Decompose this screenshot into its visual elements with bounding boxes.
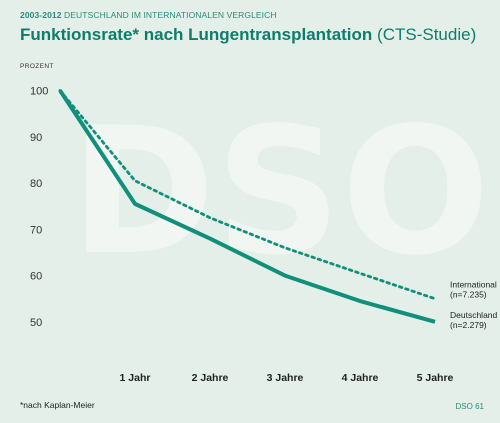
source-label: DSO 61 [455,402,484,411]
x-axis-ticks: 1 Jahr 2 Jahre 3 Jahre 4 Jahre 5 Jahre [120,372,454,384]
chart-subtitle: 2003-2012 DEUTSCHLAND IM INTERNATIONALEN… [20,10,476,20]
series-count-deutschland: (n=2.279) [450,320,487,330]
x-tick-label: 2 Jahre [192,372,229,384]
y-tick-label: 100 [30,86,48,98]
x-tick-label: 1 Jahr [120,372,151,384]
x-tick-label: 5 Jahre [417,372,454,384]
watermark: DSO [70,91,490,294]
y-tick-label: 60 [30,271,42,283]
title-main: Funktionsrate* nach Lungentransplantatio… [20,25,373,44]
series-line-international [58,89,437,301]
y-tick-label: 90 [30,132,42,144]
y-tick-label: 80 [30,178,42,190]
y-tick-label: 50 [30,317,42,329]
x-tick-label: 3 Jahre [267,372,304,384]
series-label-international: International [450,280,497,290]
subtitle-text: DEUTSCHLAND IM INTERNATIONALEN VERGLEICH [64,10,277,20]
watermark-dot [411,231,429,249]
chart-header: 2003-2012 DEUTSCHLAND IM INTERNATIONALEN… [20,10,476,45]
series-label-deutschland: Deutschland [450,310,498,320]
y-tick-label: 70 [30,224,42,236]
y-axis-unit-label: PROZENT [20,63,54,70]
watermark-text: DSO [70,91,490,294]
series-count-international: (n=7.235) [450,290,487,300]
x-tick-label: 4 Jahre [342,372,379,384]
footnote: *nach Kaplan-Meier [20,400,95,410]
series-labels: International(n=7.235) Deutschland(n=2.27… [450,280,498,330]
series-lines [58,89,437,324]
series-line-deutschland [58,89,436,324]
subtitle-years: 2003-2012 [20,10,62,20]
y-axis-ticks: 50 60 70 80 90 100 [30,86,48,329]
chart-title: Funktionsrate* nach Lungentransplantatio… [20,25,476,45]
title-study: (CTS-Studie) [377,25,477,44]
